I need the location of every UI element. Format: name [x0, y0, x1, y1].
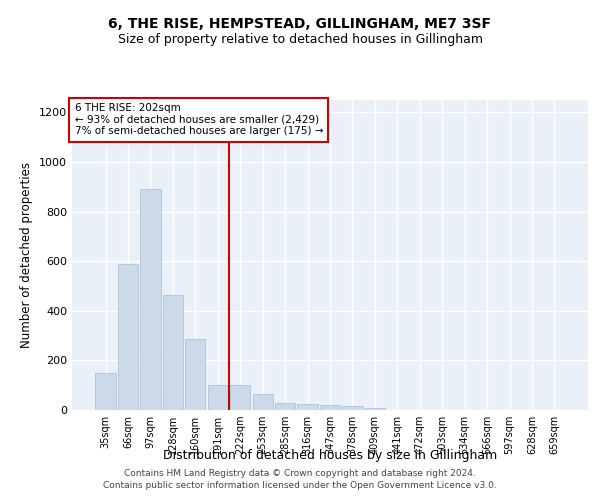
- Bar: [343, 406, 362, 410]
- Bar: [253, 394, 273, 410]
- Bar: [320, 405, 340, 410]
- Bar: [275, 402, 295, 410]
- Y-axis label: Number of detached properties: Number of detached properties: [20, 162, 34, 348]
- Bar: [163, 294, 183, 410]
- Bar: [185, 340, 205, 410]
- Bar: [118, 264, 138, 410]
- Text: 6, THE RISE, HEMPSTEAD, GILLINGHAM, ME7 3SF: 6, THE RISE, HEMPSTEAD, GILLINGHAM, ME7 …: [109, 18, 491, 32]
- Bar: [140, 190, 161, 410]
- Bar: [230, 385, 250, 410]
- Bar: [298, 404, 317, 410]
- Bar: [208, 385, 228, 410]
- Text: Contains HM Land Registry data © Crown copyright and database right 2024.
Contai: Contains HM Land Registry data © Crown c…: [103, 468, 497, 490]
- Text: Size of property relative to detached houses in Gillingham: Size of property relative to detached ho…: [118, 32, 482, 46]
- Text: Distribution of detached houses by size in Gillingham: Distribution of detached houses by size …: [163, 448, 497, 462]
- Bar: [95, 373, 116, 410]
- Text: 6 THE RISE: 202sqm
← 93% of detached houses are smaller (2,429)
7% of semi-detac: 6 THE RISE: 202sqm ← 93% of detached hou…: [74, 103, 323, 136]
- Bar: [365, 408, 385, 410]
